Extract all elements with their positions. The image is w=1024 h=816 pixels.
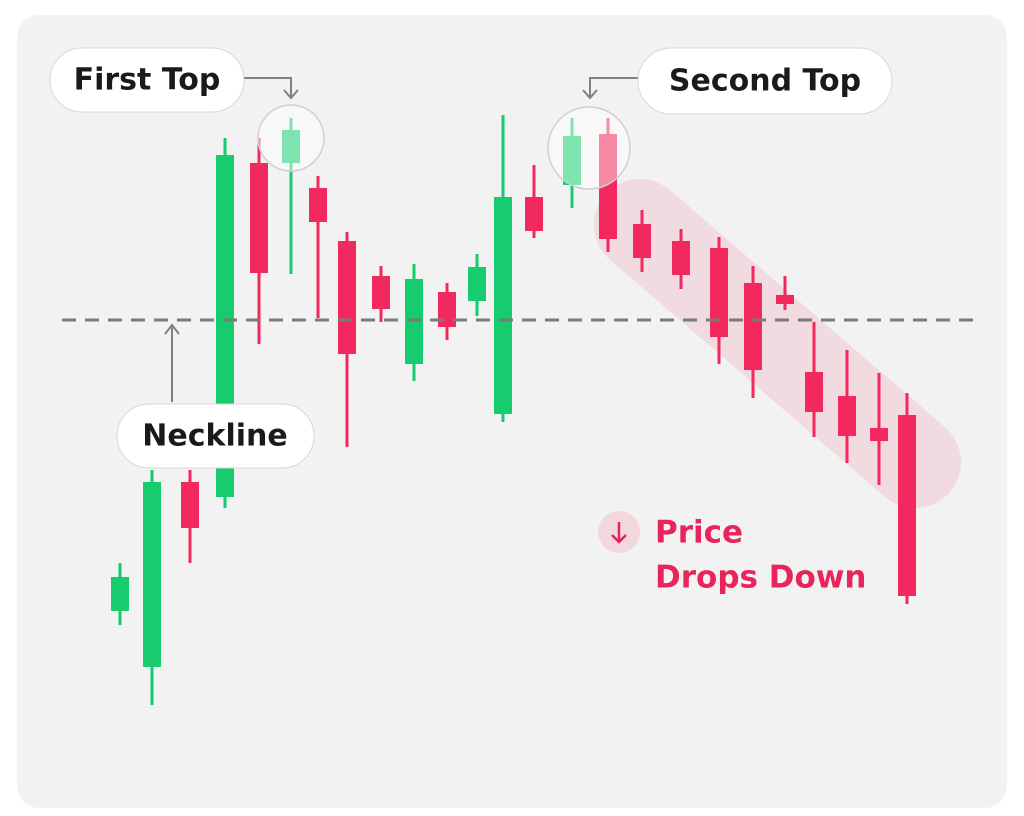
arrow-head: [164, 323, 180, 335]
candle-body: [805, 372, 823, 412]
candle-body: [744, 283, 762, 370]
candle-body: [672, 241, 690, 275]
arrow: [589, 77, 638, 97]
arrow: [244, 77, 292, 97]
candle-body: [181, 482, 199, 528]
first-top-label: First Top: [74, 63, 221, 98]
candle-body: [563, 136, 581, 185]
down-arrow: [611, 522, 627, 544]
candle-body: [633, 224, 651, 258]
neckline-label: Neckline: [142, 419, 287, 454]
candle-body: [111, 577, 129, 611]
label-bubble: [49, 47, 245, 113]
arrow-head: [283, 89, 299, 100]
label-bubble: [637, 47, 893, 115]
candle-body: [438, 292, 456, 327]
candle-body: [282, 130, 300, 163]
candle-body: [372, 276, 390, 309]
price-text: Price: [655, 515, 743, 551]
candle-body: [776, 295, 794, 304]
candle-body: [525, 197, 543, 231]
candle-body: [898, 415, 916, 596]
highlight-circle: [547, 106, 631, 190]
candle-body: [309, 188, 327, 222]
second-top-label: Second Top: [669, 64, 861, 99]
candle-body: [143, 482, 161, 667]
arrows: [164, 77, 638, 402]
price-text: Drops Down: [655, 560, 867, 596]
candle-body: [338, 241, 356, 354]
candle-body: [599, 134, 617, 239]
candle-body: [468, 267, 486, 301]
candle-body: [494, 197, 512, 414]
candle-body: [870, 428, 888, 441]
arrow-head: [582, 89, 598, 100]
highlight-circle: [257, 104, 325, 172]
candle-body: [710, 248, 728, 337]
label-bubble: [116, 403, 315, 469]
candle-body: [250, 163, 268, 273]
candle-body: [838, 396, 856, 436]
